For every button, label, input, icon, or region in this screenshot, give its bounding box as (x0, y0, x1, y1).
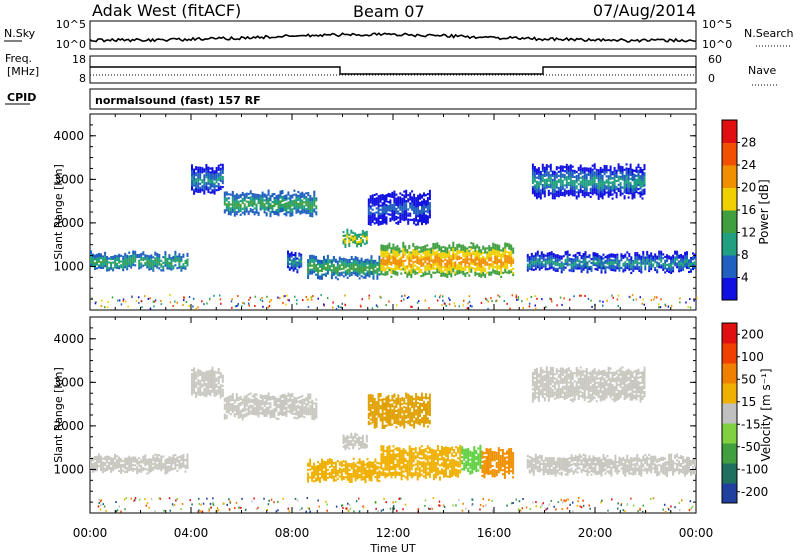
nsky-tick-top: 10^5 (56, 18, 86, 31)
x-tick-label: 08:00 (275, 526, 310, 540)
colorbar-swatch (722, 383, 737, 404)
nave-tick-bottom: 0 (708, 72, 715, 85)
colorbar-swatch (722, 188, 737, 211)
colorbar-tick-label: -15 (741, 417, 761, 431)
echo-band-3 (307, 458, 380, 484)
colorbar-tick-label: 24 (741, 158, 756, 172)
x-tick-label: 16:00 (477, 526, 512, 540)
nave-tick-top: 60 (708, 53, 722, 66)
y-tick-label: 1000 (53, 462, 84, 476)
nave-label: Nave (748, 64, 776, 77)
nsearch-label: N.Search (744, 27, 794, 40)
colorbar-tick-label: -200 (741, 485, 768, 499)
colorbar-tick-label: 8 (741, 248, 749, 262)
power-ylabel: Slant Range [km] (52, 164, 65, 260)
nsky-label: N.Sky (4, 27, 36, 40)
colorbar-tick-label: 20 (741, 181, 756, 195)
beam-title: Beam 07 (353, 2, 425, 21)
x-tick-label: 12:00 (376, 526, 411, 540)
colorbar-tick-label: 12 (741, 226, 756, 240)
freq-panel: Freq. [MHz] 18 8 60 0 Nave (5, 52, 778, 85)
nsky-series (90, 33, 696, 42)
cpid-panel: CPID normalsound (fast) 157 RF (5, 89, 696, 109)
x-tick-label: 04:00 (174, 526, 209, 540)
echo-band-1 (191, 164, 224, 195)
velocity-colorbar-label: Velocity [m s⁻¹] (759, 368, 773, 461)
colorbar-tick-label: 200 (741, 327, 764, 341)
colorbar-swatch (722, 443, 737, 464)
colorbar-swatch (722, 363, 737, 384)
colorbar-tick-label: -50 (741, 440, 761, 454)
freq-label: Freq. (5, 52, 32, 65)
freq-tick-bottom: 8 (79, 72, 86, 85)
cpid-text: normalsound (fast) 157 RF (95, 94, 261, 107)
freq-unit: [MHz] (7, 65, 39, 78)
power-colorbar: 4 8 12 16 20 24 28 (722, 120, 756, 301)
y-tick-label: 4000 (53, 332, 84, 346)
colorbar-swatch (722, 403, 737, 424)
colorbar-swatch (722, 165, 737, 188)
colorbar-tick-label: 28 (741, 136, 756, 150)
velocity-ylabel: Slant Range [km] (52, 367, 65, 463)
colorbar-tick-label: 15 (741, 395, 756, 409)
nsky-tick-bottom: 10^0 (56, 38, 86, 51)
power-colorbar-label: Power [dB] (757, 179, 771, 244)
y-tick-label: 1000 (53, 259, 84, 273)
date-title: 07/Aug/2014 (593, 1, 696, 20)
colorbar-swatch (722, 120, 737, 143)
x-tick-label: 00:00 (679, 526, 714, 540)
nsky-panel: N.Sky 10^5 10^0 10^5 10^0 N.Search (4, 18, 794, 51)
colorbar-tick-label: 50 (741, 372, 756, 386)
colorbar-swatch (722, 483, 737, 504)
station-title: Adak West (fitACF) (92, 1, 241, 20)
freq-tick-top: 18 (72, 53, 86, 66)
colorbar-swatch (722, 233, 737, 256)
x-tick-label: 00:00 (73, 526, 108, 540)
cpid-label: CPID (7, 91, 36, 104)
colorbar-tick-label: 16 (741, 203, 756, 217)
x-tick-label: 20:00 (578, 526, 613, 540)
colorbar-tick-label: 100 (741, 350, 764, 364)
x-axis-label: Time UT (369, 542, 415, 554)
colorbar-swatch (722, 143, 737, 166)
colorbar-swatch (722, 343, 737, 364)
nsearch-tick-top: 10^5 (702, 18, 732, 31)
colorbar-swatch (722, 423, 737, 444)
y-tick-label: 4000 (53, 129, 84, 143)
colorbar-swatch (722, 463, 737, 484)
colorbar-tick-label: -100 (741, 462, 768, 476)
colorbar-swatch (722, 323, 737, 344)
time-axis: 00:00 04:00 08:00 12:00 16:00 20:00 00:00 (73, 526, 714, 540)
nsearch-tick-bottom: 10^0 (702, 38, 732, 51)
colorbar-swatch (722, 278, 737, 301)
colorbar-tick-label: 4 (741, 271, 749, 285)
colorbar-swatch (722, 255, 737, 278)
colorbar-swatch (722, 210, 737, 233)
freq-series (90, 67, 696, 74)
